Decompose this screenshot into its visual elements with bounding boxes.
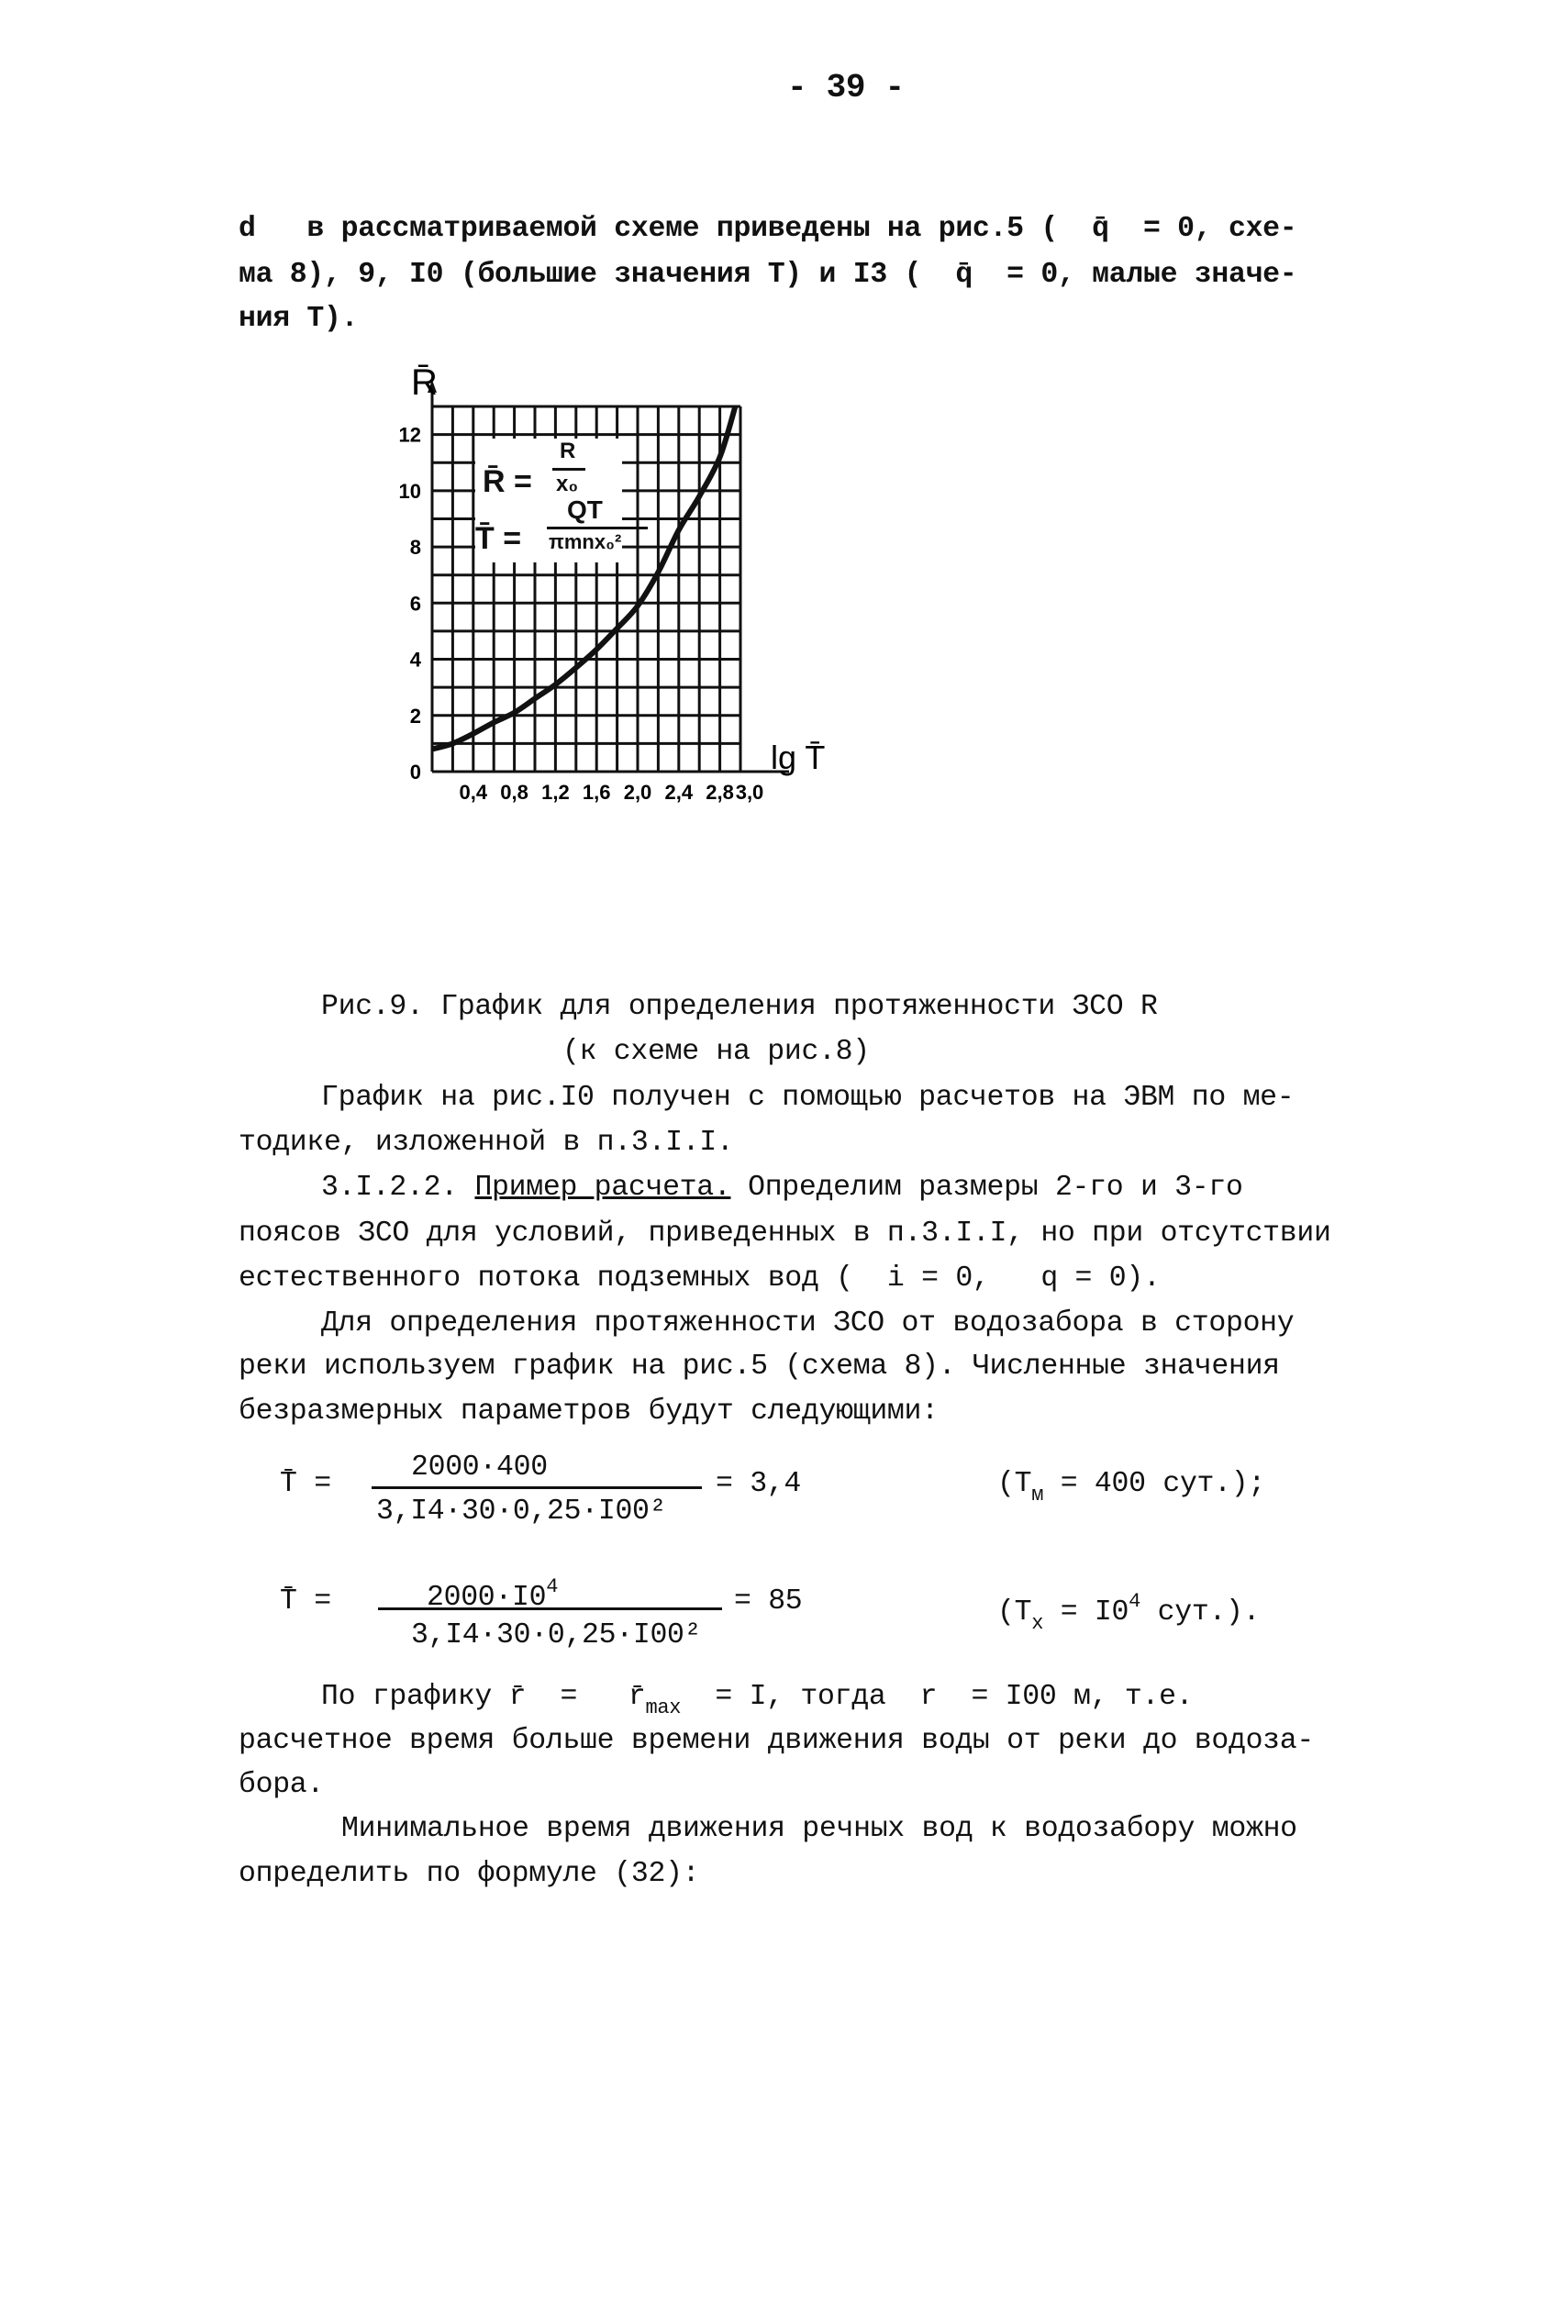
x-tick-label: 2,0 [624,781,652,804]
text: По графику r̄ = r̄ [321,1681,646,1713]
formula-numerator: 2000·400 [411,1451,548,1484]
x-tick-label: 3,0 [736,781,764,804]
x-tick-label: 0,8 [500,781,528,804]
x-tick-label: 1,2 [541,781,570,804]
paragraph-line: естественного потока подземных вод ( i =… [239,1262,1161,1295]
paragraph-line: определить по формуле (32): [239,1858,700,1890]
note-exponent: 4 [1129,1590,1141,1613]
y-tick-label: 0 [410,761,421,784]
section-heading: Пример расчета. [474,1172,731,1204]
note-text: = 400 сут.); [1043,1468,1266,1500]
formula-result: = 3,4 [716,1468,802,1500]
numerator-exponent: 4 [546,1575,559,1598]
formula-result: = 85 [734,1585,803,1618]
figure-caption: Рис.9. График для определения протяженно… [321,991,1158,1023]
paragraph-line: График на рис.I0 получен с помощью расче… [321,1082,1295,1114]
note-text: (T [997,1596,1032,1629]
y-tick-label: 2 [410,705,421,728]
chart: 0 2 4 6 8 10 12 0,4 0,8 1,2 1,6 2,0 2,4 2,8 3,0 R̄ lg T̄ [399,362,826,804]
formula-lhs: T̄ = [280,1585,331,1618]
x-tick-label: 2,8 [706,781,734,804]
y-axis-label: R̄ [411,362,438,403]
y-tick-label: 12 [399,424,421,447]
x-tick-label: 2,4 [665,781,694,804]
note-text: сут.). [1140,1596,1261,1629]
x-tick-label: 0,4 [460,781,488,804]
inset-t-num: QT [567,495,603,524]
formula-note: (Tx = I04 сут.). [997,1585,1261,1640]
note-text: = I0 [1043,1596,1129,1629]
note-subscript: м [1031,1484,1044,1507]
y-tick-label: 6 [410,592,421,615]
paragraph-line: Минимальное время движения речных вод к … [341,1813,1297,1845]
y-axis-arrow [428,380,437,393]
paragraph-line: реки используем график на рис.5 (схема 8… [239,1351,1280,1383]
paragraph-line: Для определения протяженности ЗСО от вод… [321,1307,1295,1340]
paragraph-line: тодике, изложенной в п.3.I.I. [239,1127,734,1159]
section-number: 3.I.2.2. [321,1172,475,1204]
formula-denominator: 3,I4·30·0,25·I00² [411,1619,702,1651]
paragraph-line: ния T). [239,303,359,335]
data-series-line [431,406,739,752]
section-heading-line: 3.I.2.2. Пример расчета. Определим разме… [321,1172,1243,1205]
note-subscript: x [1031,1612,1044,1635]
inset-r-lhs: R̄ = [483,464,532,499]
paragraph-line: По графику r̄ = r̄max = I, тогда r = I00… [321,1681,1194,1725]
subscript: max [645,1696,682,1719]
inset-r-den: x₀ [556,472,579,496]
inset-t-den: πmnx₀² [549,530,622,553]
inset-t-lhs: T̄ = [475,521,522,556]
paragraph-line: безразмерных параметров будут следующими… [239,1396,939,1428]
formula-denominator: 3,I4·30·0,25·I00² [376,1496,667,1528]
note-text: (T [997,1468,1032,1500]
section-text: Определим размеры 2-го и 3-го [730,1172,1243,1204]
figure-caption: (к схеме на рис.8) [562,1036,870,1068]
formula-lhs: T̄ = [280,1468,331,1500]
x-axis-label: lg T̄ [771,739,825,776]
formula-note: (Tм = 400 сут.); [997,1468,1265,1512]
text: = I, тогда r = I00 м, т.е. [681,1681,1194,1713]
y-tick-label: 10 [399,480,421,503]
paragraph-line: расчетное время больше времени движения … [239,1725,1314,1757]
paragraph-line: поясов ЗСО для условий, приведенных в п.… [239,1218,1331,1250]
x-tick-label: 1,6 [583,781,611,804]
paragraph-line: d в рассматриваемой схеме приведены на р… [239,213,1297,245]
paragraph-line: ма 8), 9, I0 (большие значения T) и I3 (… [239,259,1297,291]
page-number: - 39 - [787,69,905,106]
y-tick-label: 4 [410,649,422,672]
paragraph-line: бора. [239,1769,325,1801]
inset-r-num: R [560,439,576,463]
y-tick-label: 8 [410,536,421,559]
chart-inset-formulas: R̄ = R x₀ T̄ = QT πmnx₀² [475,439,648,562]
